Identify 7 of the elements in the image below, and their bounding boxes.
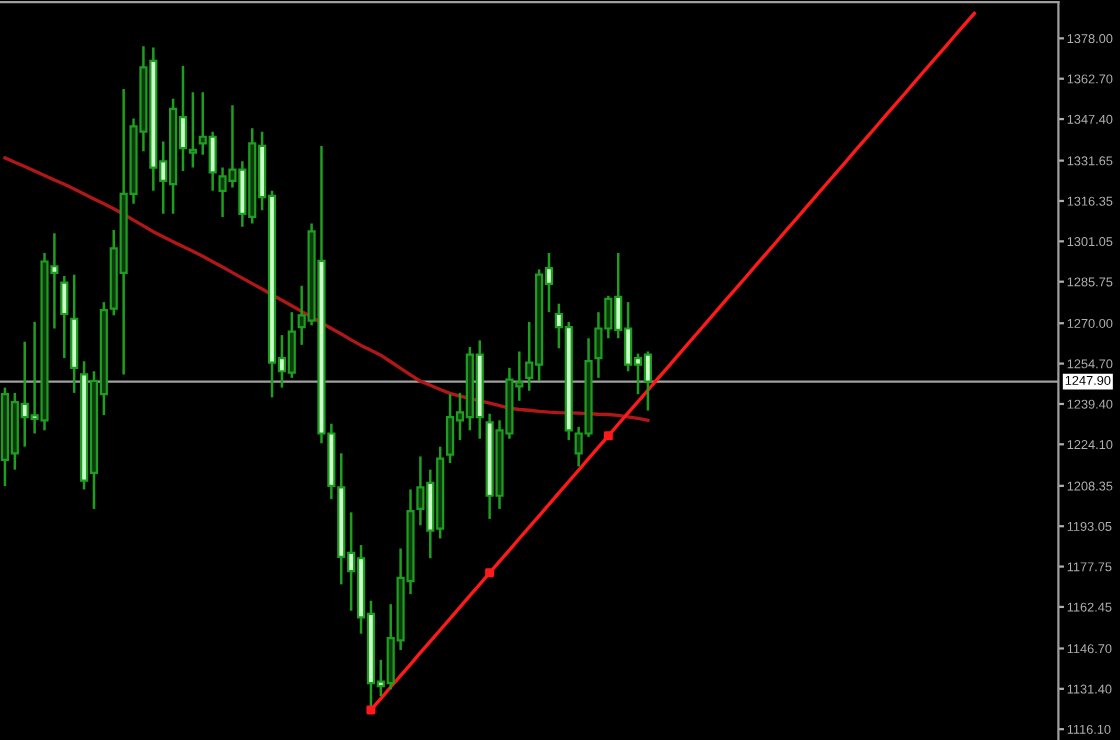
candlestick [188, 90, 197, 169]
line-series [369, 11, 976, 712]
point [366, 705, 376, 715]
candlestick [60, 274, 69, 360]
point [485, 568, 495, 578]
point [603, 431, 613, 441]
line-series [3, 156, 650, 422]
